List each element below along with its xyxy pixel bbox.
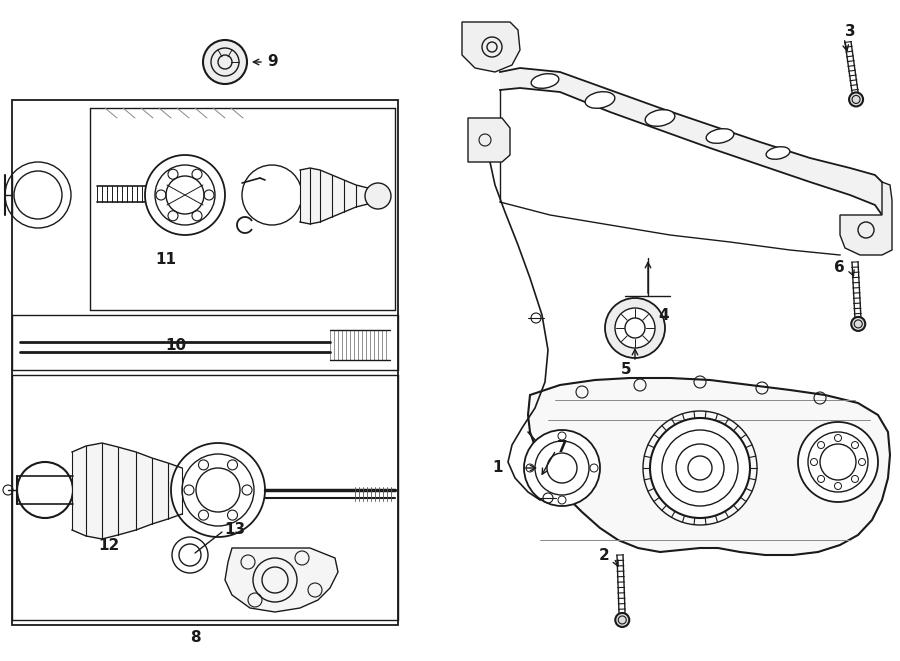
- Circle shape: [203, 40, 247, 84]
- Text: 4: 4: [658, 307, 669, 323]
- Circle shape: [615, 308, 655, 348]
- Text: 2: 2: [599, 547, 610, 563]
- Text: 3: 3: [845, 24, 856, 40]
- Text: 1: 1: [492, 461, 503, 475]
- Polygon shape: [300, 168, 378, 224]
- Text: 12: 12: [98, 537, 119, 553]
- Circle shape: [798, 422, 878, 502]
- Circle shape: [145, 155, 225, 235]
- Ellipse shape: [585, 92, 615, 108]
- Polygon shape: [528, 378, 890, 555]
- Circle shape: [365, 183, 391, 209]
- Ellipse shape: [531, 73, 559, 89]
- Text: 7: 7: [557, 440, 568, 455]
- Ellipse shape: [766, 147, 790, 159]
- Text: 11: 11: [155, 253, 176, 268]
- Polygon shape: [225, 548, 338, 612]
- Text: 13: 13: [224, 522, 245, 537]
- Circle shape: [650, 418, 750, 518]
- Text: 5: 5: [621, 362, 631, 377]
- Ellipse shape: [706, 129, 733, 143]
- Polygon shape: [72, 443, 182, 539]
- Text: 9: 9: [267, 54, 277, 69]
- Polygon shape: [468, 118, 510, 162]
- Circle shape: [616, 613, 629, 627]
- Circle shape: [171, 443, 265, 537]
- Circle shape: [849, 93, 863, 106]
- Text: 8: 8: [190, 631, 201, 646]
- Polygon shape: [462, 22, 520, 72]
- Circle shape: [851, 317, 865, 331]
- Ellipse shape: [645, 110, 675, 126]
- Polygon shape: [500, 68, 882, 215]
- Circle shape: [524, 430, 600, 506]
- Polygon shape: [840, 182, 892, 255]
- Text: 10: 10: [165, 338, 186, 352]
- Text: 6: 6: [834, 260, 845, 276]
- Circle shape: [605, 298, 665, 358]
